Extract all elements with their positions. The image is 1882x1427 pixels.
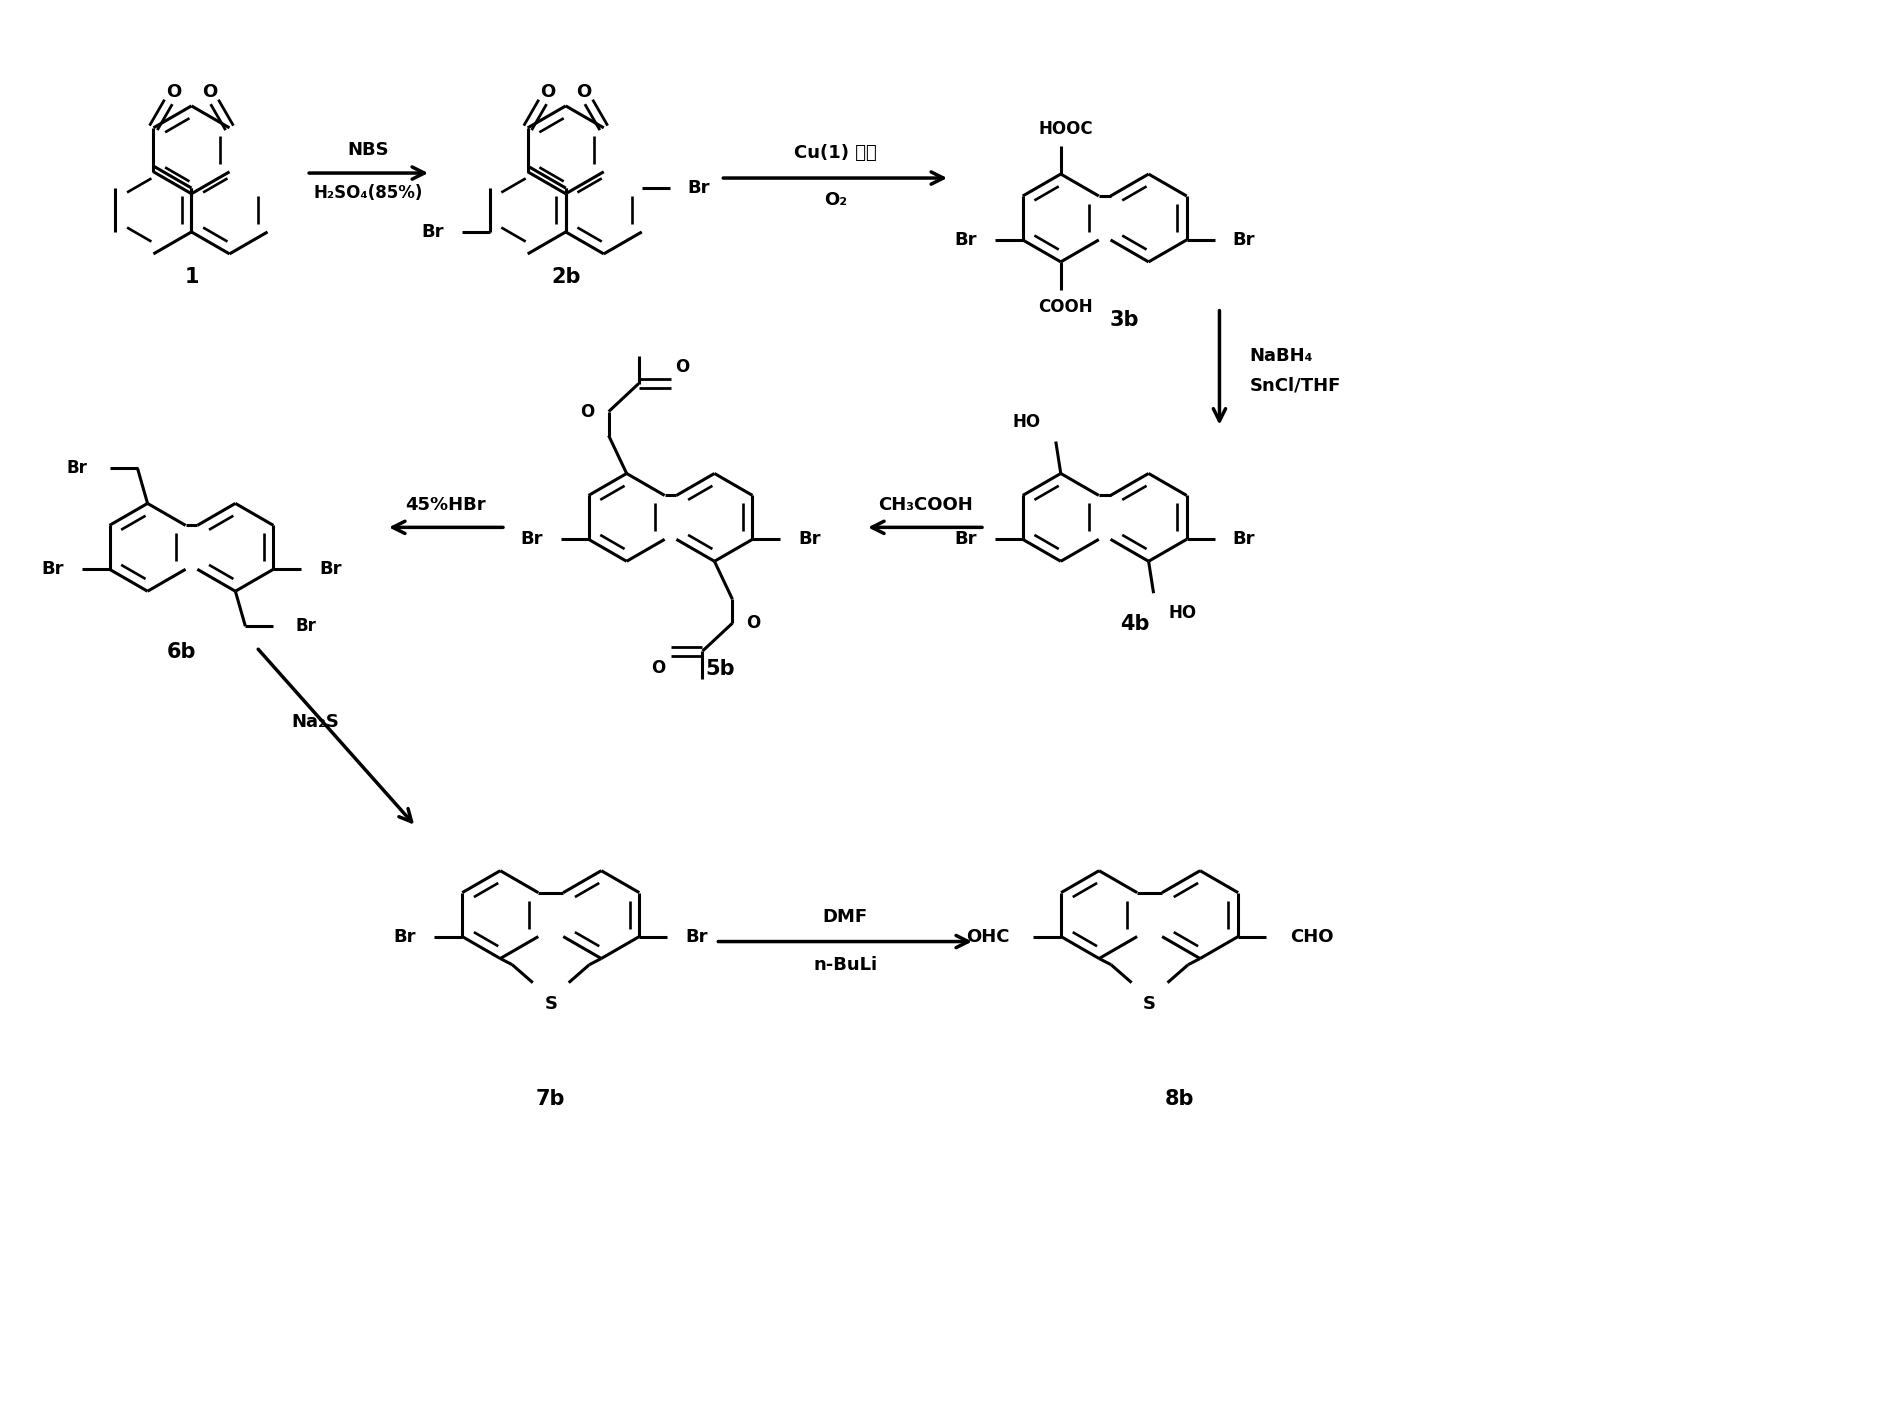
Text: 6b: 6b <box>167 642 196 662</box>
Text: 4b: 4b <box>1120 614 1148 634</box>
Text: Br: Br <box>66 459 88 478</box>
Text: 2b: 2b <box>551 267 580 287</box>
Text: NaBH₄: NaBH₄ <box>1250 347 1312 365</box>
Text: O: O <box>651 659 664 676</box>
Text: S: S <box>544 995 557 1013</box>
Text: O: O <box>745 614 760 632</box>
Text: Br: Br <box>687 178 710 197</box>
Text: H₂SO₄(85%): H₂SO₄(85%) <box>312 184 423 203</box>
Text: Br: Br <box>798 531 821 548</box>
Text: Na₂S: Na₂S <box>292 714 339 731</box>
Text: Cu(1) 吡啶: Cu(1) 吡啶 <box>794 144 877 163</box>
Text: HOOC: HOOC <box>1037 120 1092 138</box>
Text: Br: Br <box>320 561 343 578</box>
Text: OHC: OHC <box>965 928 1009 946</box>
Text: O: O <box>166 83 181 101</box>
Text: HO: HO <box>1169 604 1197 622</box>
Text: CHO: CHO <box>1289 928 1332 946</box>
Text: O: O <box>576 83 591 101</box>
Text: O: O <box>580 402 595 421</box>
Text: Br: Br <box>422 223 444 241</box>
Text: Br: Br <box>1233 231 1255 248</box>
Text: Br: Br <box>393 928 416 946</box>
Text: 7b: 7b <box>536 1089 565 1109</box>
Text: Br: Br <box>685 928 708 946</box>
Text: NBS: NBS <box>346 141 390 158</box>
Text: n-BuLi: n-BuLi <box>813 956 877 973</box>
Text: DMF: DMF <box>822 908 868 926</box>
Text: 1: 1 <box>184 267 199 287</box>
Text: O: O <box>540 83 555 101</box>
Text: S: S <box>1142 995 1156 1013</box>
Text: Br: Br <box>1233 531 1255 548</box>
Text: 45%HBr: 45%HBr <box>405 497 486 514</box>
Text: O₂: O₂ <box>822 191 847 208</box>
Text: SnCl/THF: SnCl/THF <box>1250 377 1340 395</box>
Text: CH₃COOH: CH₃COOH <box>877 497 971 514</box>
Text: 8b: 8b <box>1165 1089 1193 1109</box>
Text: 3b: 3b <box>1108 310 1139 330</box>
Text: Br: Br <box>954 231 977 248</box>
Text: Br: Br <box>295 616 316 635</box>
Text: O: O <box>676 358 689 375</box>
Text: Br: Br <box>41 561 64 578</box>
Text: HO: HO <box>1013 412 1041 431</box>
Text: O: O <box>201 83 216 101</box>
Text: 5b: 5b <box>706 659 734 679</box>
Text: Br: Br <box>954 531 977 548</box>
Text: Br: Br <box>519 531 542 548</box>
Text: COOH: COOH <box>1037 298 1092 315</box>
